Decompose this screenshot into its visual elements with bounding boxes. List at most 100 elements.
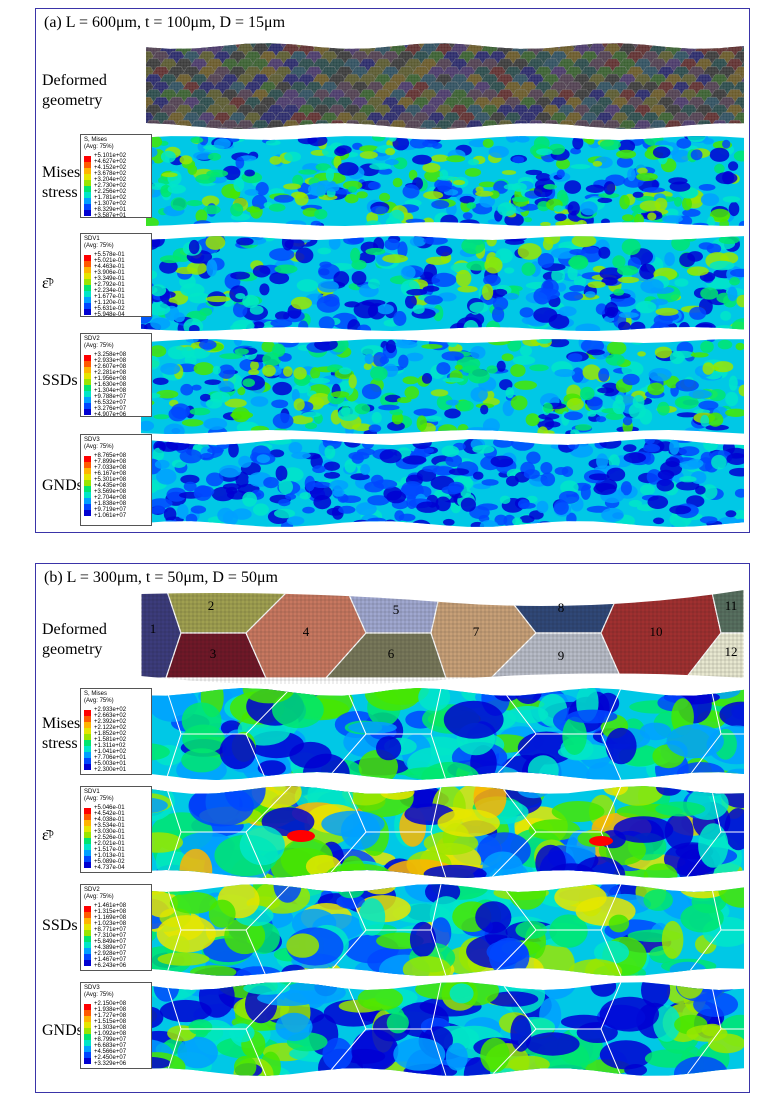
legend-tick-label: +5.631e-02 — [94, 306, 125, 312]
contour-blob — [394, 510, 405, 522]
contour-blob — [357, 986, 403, 1011]
contour-blob — [212, 365, 221, 375]
grain-boundary — [600, 786, 622, 833]
grain — [741, 89, 744, 104]
contour-blob — [571, 236, 597, 248]
contour-blob — [695, 485, 706, 495]
contour-blob — [378, 404, 400, 411]
grain-boundary — [165, 786, 182, 833]
contour-blob — [529, 364, 549, 372]
contour-blob — [168, 406, 188, 422]
legend-swatch — [84, 267, 91, 273]
legend-tick-label: +1.013e-01 — [94, 853, 125, 859]
grain-boundary — [500, 884, 537, 931]
contour-blob — [323, 294, 340, 307]
contour-blob — [412, 304, 425, 314]
legend-tick-label: +2.933e+02 — [94, 707, 127, 713]
legend-swatch — [84, 764, 91, 770]
legend-swatch — [84, 456, 91, 462]
contour-blob — [560, 1014, 607, 1029]
legend-swatch — [84, 291, 91, 297]
contour-blob — [401, 481, 424, 497]
contour-blob — [152, 377, 169, 385]
grain-boundary — [500, 786, 537, 833]
contour-blob — [437, 809, 500, 837]
grain-boundary — [490, 929, 537, 976]
contour-blob — [706, 216, 715, 227]
contour-blob — [185, 339, 199, 343]
legend-a-mises: S, Mises (Avg: 75%) +5.101e+02 +4.627e+02 +4… — [80, 134, 152, 221]
contour-blob — [725, 391, 739, 407]
contour-blob — [480, 404, 489, 415]
contour-blob — [180, 474, 200, 485]
contour-blob — [160, 150, 176, 163]
legend-swatch — [84, 832, 91, 838]
legend-tick-label: +7.899e+08 — [94, 459, 127, 465]
contour-blob — [323, 461, 340, 471]
contour-blob — [222, 483, 242, 491]
legend-tick-label: +1.727e+08 — [94, 1013, 127, 1019]
contour-blob — [272, 428, 289, 435]
legend-title: S, Mises — [84, 691, 108, 697]
contour-blob — [669, 961, 707, 976]
legend-swatch — [84, 492, 91, 498]
contour-blob — [233, 339, 243, 346]
contour-blob — [679, 460, 702, 470]
legend-scale: +5.578e-01 +5.021e-01 +4.463e-01 +3.906e-01… — [84, 252, 148, 320]
contour-field — [141, 786, 744, 878]
contour-blob — [572, 136, 584, 150]
legend-avg: (Avg: 75%) — [84, 698, 114, 704]
contour-blob — [551, 267, 565, 284]
legend-tick-label: +5.849e+07 — [94, 939, 127, 945]
grain — [595, 127, 615, 129]
legend-tick-label: +4.907e+06 — [94, 412, 127, 418]
contour-blob — [637, 167, 648, 175]
contour-blob — [302, 506, 315, 514]
contour-blob — [413, 408, 438, 417]
label-line: geometry — [42, 92, 103, 109]
grain — [749, 36, 767, 50]
contour-blob — [385, 159, 399, 166]
contour-blob — [206, 472, 224, 487]
contour-blob — [436, 245, 453, 257]
grain-number: 4 — [303, 624, 310, 639]
contour-blob — [389, 408, 404, 416]
contour-blob — [556, 158, 570, 170]
legend-tick-label: +6.532e+07 — [94, 400, 127, 406]
contour-blob — [159, 259, 178, 274]
contour-blob — [540, 472, 556, 487]
grain-boundary — [430, 884, 442, 931]
contour-blob — [423, 191, 444, 200]
contour-blob — [431, 200, 450, 209]
contour-blob — [604, 302, 619, 318]
label-b-deformed: Deformed geometry — [42, 620, 107, 660]
legend-tick-label: +2.150e+08 — [94, 1001, 127, 1007]
legend-swatch — [84, 373, 91, 379]
contour-blob — [181, 346, 195, 358]
contour-mises-stress-a — [146, 136, 744, 227]
contour-blob — [682, 197, 692, 211]
contour-blob — [294, 192, 309, 206]
contour-blob — [486, 940, 529, 964]
contour-blob — [261, 340, 275, 353]
contour-blob — [334, 147, 347, 157]
contour-blob — [455, 269, 472, 287]
legend-swatch — [84, 303, 91, 309]
legend-scale: +5.101e+02 +4.627e+02 +4.152e+02 +3.678e+02… — [84, 153, 148, 221]
contour-blob — [242, 378, 255, 387]
contour-blob — [618, 312, 639, 319]
contour-blob — [358, 898, 386, 936]
contour-blob — [512, 156, 525, 164]
contour-blob — [717, 339, 733, 350]
contour-blob — [510, 364, 526, 377]
label-line: stress — [42, 184, 78, 201]
contour-blob — [665, 457, 680, 468]
contour-blob — [593, 940, 630, 964]
grain — [626, 127, 645, 129]
legend-swatch — [84, 826, 91, 832]
contour-blob — [478, 181, 497, 188]
contour-blob — [507, 706, 549, 724]
contour-blob — [236, 966, 281, 976]
contour-blob — [387, 421, 405, 431]
contour-blob — [688, 389, 712, 399]
